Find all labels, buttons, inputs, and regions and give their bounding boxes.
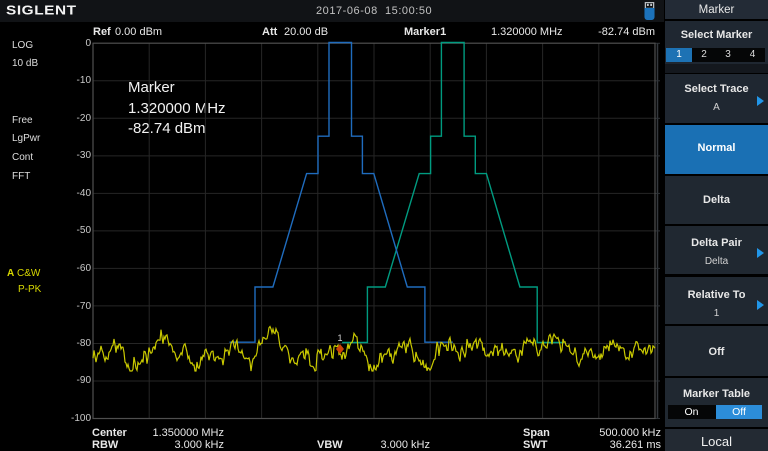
svg-text:1: 1 — [337, 333, 342, 343]
